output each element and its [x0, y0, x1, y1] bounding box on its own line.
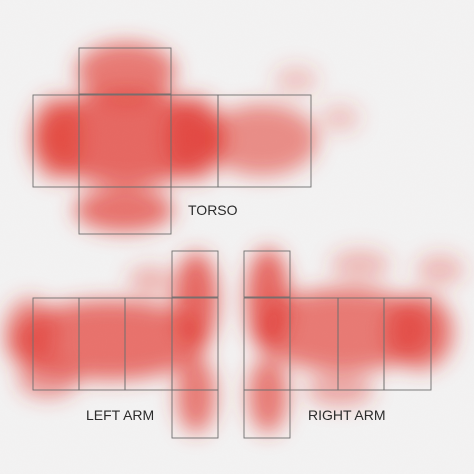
left-arm-label: LEFT ARM	[86, 407, 154, 423]
torso-top-panel	[78, 47, 172, 95]
right-arm-top-panel	[243, 250, 291, 298]
left-arm-top-panel	[171, 250, 219, 298]
right-arm-label: RIGHT ARM	[308, 407, 386, 423]
torso-bottom-panel	[78, 186, 172, 235]
template-grid	[32, 47, 432, 439]
torso-label: TORSO	[188, 202, 238, 218]
left-arm-bottom-panel	[171, 389, 219, 439]
right-arm-panel-4	[383, 297, 432, 391]
right-arm-bottom-panel	[243, 389, 291, 439]
torso-back-panel	[217, 94, 312, 188]
